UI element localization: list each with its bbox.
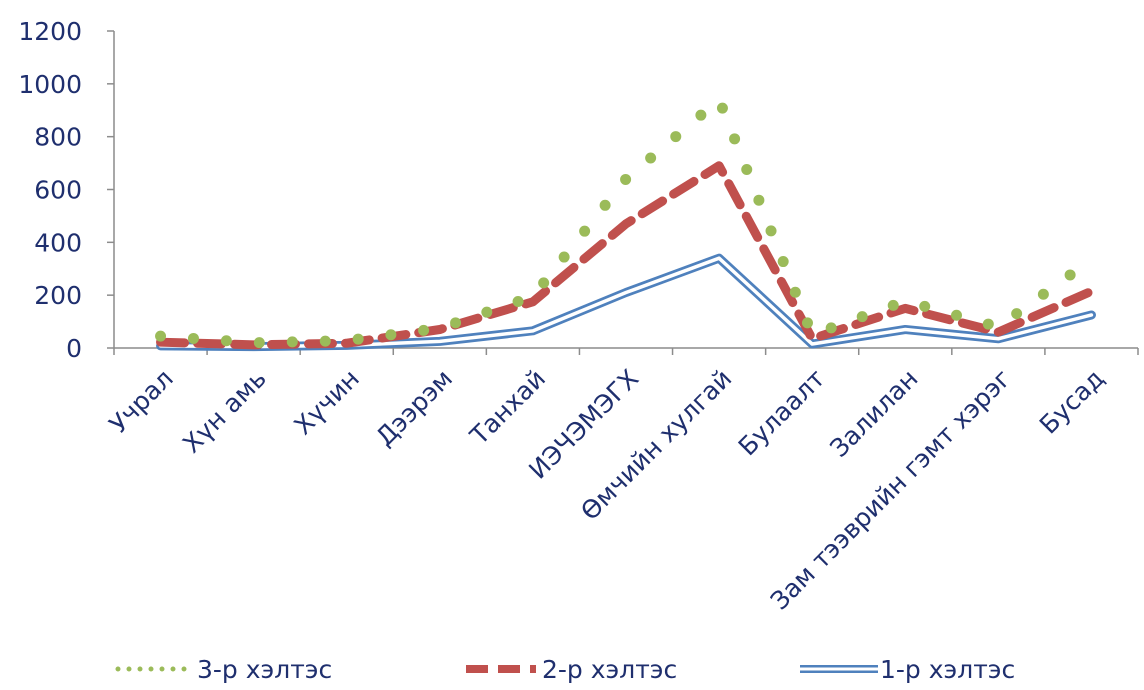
series-1 — [155, 94, 1097, 349]
x-category-label: Хүчин — [288, 364, 365, 441]
y-tick-label: 800 — [34, 123, 82, 152]
series-line-inner — [158, 256, 1094, 349]
x-category-label: Булаалт — [733, 364, 831, 462]
legend-label: 3-р хэлтэс — [197, 655, 332, 684]
legend: 3-р хэлтэс 2-р хэлтэс 1-р хэлтэс — [115, 655, 1015, 684]
y-axis-ticks: 0 200 400 600 800 1000 1200 — [18, 17, 114, 363]
y-tick-label: 400 — [34, 228, 82, 257]
legend-label: 2-р хэлтэс — [542, 655, 677, 684]
series-layer — [155, 94, 1097, 352]
x-category-label: Учрал — [104, 364, 179, 439]
y-tick-label: 1200 — [18, 17, 82, 46]
y-tick-label: 200 — [34, 281, 82, 310]
series-line — [156, 161, 1096, 350]
series-line — [155, 94, 1097, 349]
y-tick-label: 600 — [34, 176, 82, 205]
x-category-label: Хүн амь — [177, 364, 272, 459]
legend-item: 2-р хэлтэс — [466, 655, 677, 684]
y-tick-label: 0 — [66, 334, 82, 363]
y-tick-label: 1000 — [18, 70, 82, 99]
x-category-label: Бусад — [1034, 364, 1110, 440]
x-category-label: Залилан — [824, 364, 923, 463]
legend-item: 1-р хэлтэс — [800, 655, 1015, 684]
legend-label: 1-р хэлтэс — [880, 655, 1015, 684]
series-2 — [156, 161, 1096, 350]
series-3 — [156, 253, 1096, 352]
legend-item: 3-р хэлтэс — [115, 655, 332, 684]
x-category-label: Танхай — [464, 364, 551, 451]
x-category-label: Дээрэм — [370, 364, 458, 452]
